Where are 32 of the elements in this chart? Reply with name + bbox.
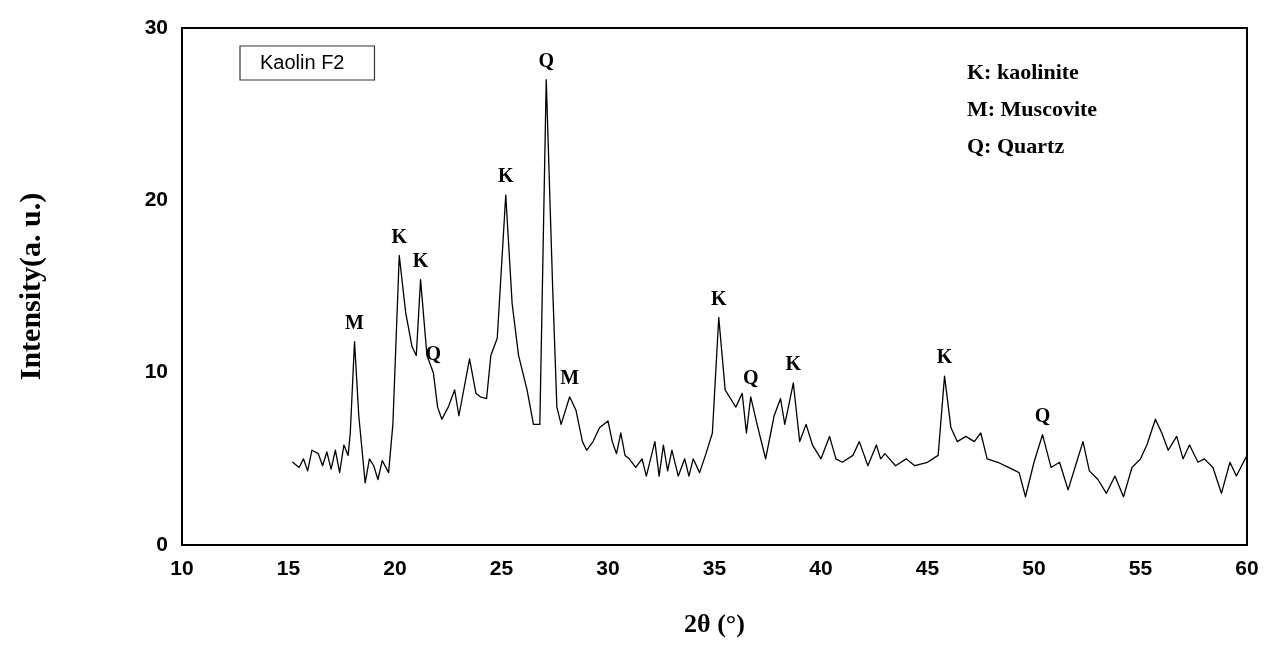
annotation: M [560, 365, 580, 388]
x-tick-label: 45 [915, 556, 940, 580]
annotation: K: kaolinite [967, 58, 1080, 84]
x-tick-label: 30 [596, 556, 620, 580]
x-tick-label: 35 [702, 556, 727, 580]
y-tick-label: 0 [156, 531, 168, 555]
annotation: K [497, 164, 514, 187]
annotation: K [785, 352, 802, 375]
annotation: K [710, 286, 727, 309]
x-tick-label: 50 [1022, 556, 1046, 580]
x-tick-label: 60 [1235, 556, 1259, 580]
annotation: K [936, 345, 953, 368]
y-tick-label: 30 [144, 14, 168, 38]
x-tick-label: 10 [170, 556, 194, 580]
annotation: Q [538, 48, 555, 71]
x-tick-label: 40 [809, 556, 833, 580]
annotation: Q [742, 365, 759, 388]
x-axis-title: 2θ (°) [684, 609, 745, 639]
y-tick-label: 20 [144, 187, 168, 211]
y-axis-title: Intensity(a. u.) [12, 192, 47, 381]
annotation: Kaolin F2 [260, 50, 345, 73]
annotation: K [391, 224, 408, 247]
y-tick-label: 10 [144, 359, 168, 383]
x-tick-label: 20 [383, 556, 407, 580]
x-tick-label: 15 [276, 556, 301, 580]
x-tick-label: 55 [1128, 556, 1153, 580]
annotation: M: Muscovite [967, 95, 1098, 121]
annotation: K [412, 248, 429, 271]
annotation: Q [1034, 403, 1051, 426]
annotation: M [345, 310, 365, 333]
annotation: Q: Quartz [967, 132, 1065, 158]
x-tick-label: 25 [489, 556, 514, 580]
